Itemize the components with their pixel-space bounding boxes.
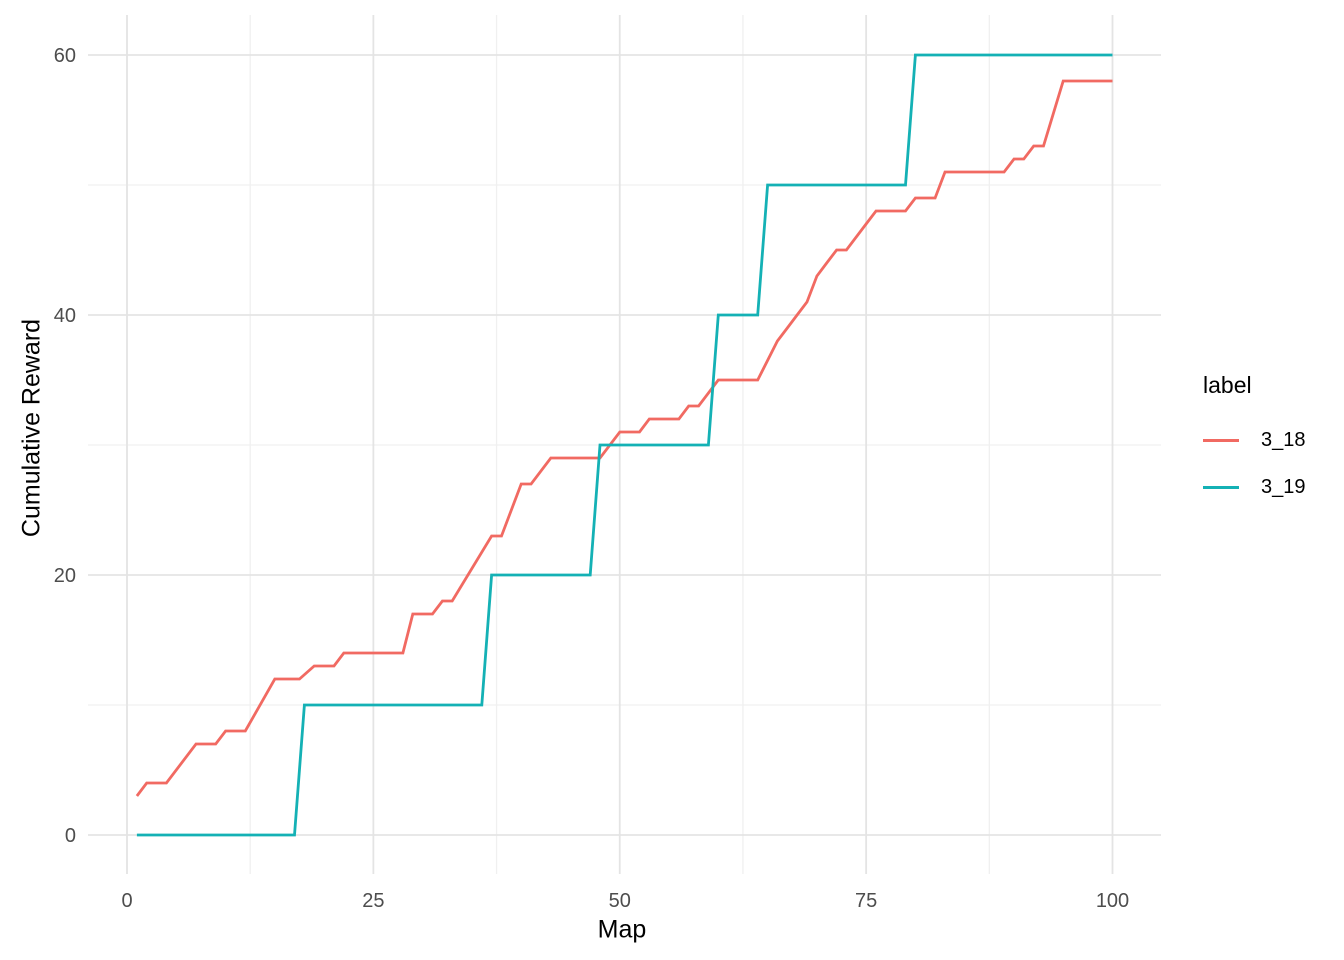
y-tick-label: 60 bbox=[54, 45, 76, 67]
legend-entry-3_18: 3_18 bbox=[1203, 417, 1306, 464]
legend-entry-label: 3_19 bbox=[1261, 476, 1306, 498]
legend-line-swatch bbox=[1203, 439, 1239, 442]
x-tick-label: 75 bbox=[855, 890, 877, 912]
legend: label 3_18 3_19 bbox=[1203, 372, 1306, 511]
x-tick-label: 25 bbox=[362, 890, 384, 912]
y-axis-title: Cumulative Reward bbox=[17, 318, 46, 538]
legend-entries: 3_18 3_19 bbox=[1203, 417, 1306, 511]
x-tick-label: 50 bbox=[609, 890, 631, 912]
legend-entry-3_19: 3_19 bbox=[1203, 464, 1306, 511]
y-tick-label: 20 bbox=[54, 565, 76, 587]
x-tick-label: 100 bbox=[1096, 890, 1129, 912]
legend-entry-label: 3_18 bbox=[1261, 429, 1306, 451]
y-tick-label: 40 bbox=[54, 305, 76, 327]
y-tick-label: 0 bbox=[65, 825, 76, 847]
legend-title: label bbox=[1203, 372, 1252, 398]
x-axis-title: Map bbox=[597, 915, 647, 944]
x-tick-label: 0 bbox=[121, 890, 132, 912]
legend-line-swatch bbox=[1203, 486, 1239, 489]
series-line-3_18 bbox=[135, 79, 1113, 797]
series-line-3_19 bbox=[136, 53, 1113, 837]
